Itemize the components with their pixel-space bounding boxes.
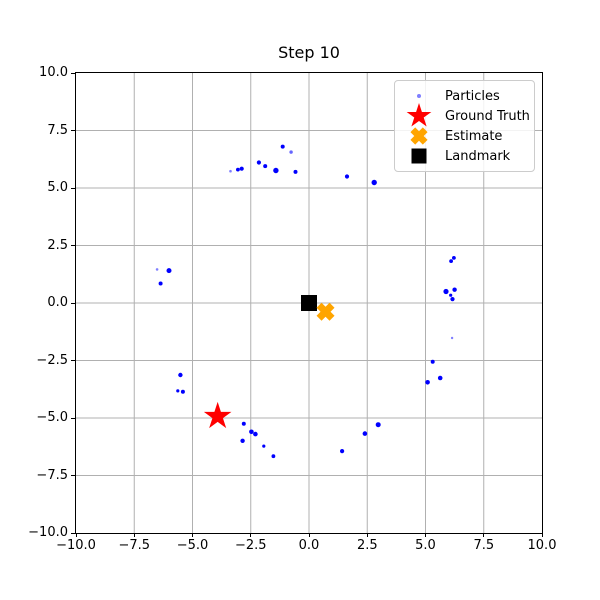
y-tick-mark [71,532,75,534]
y-tick-mark [71,417,75,419]
particle-dot [362,431,368,436]
y-tick-label: 0.0 [47,295,68,310]
particle-dot [273,167,279,174]
y-tick-label: −7.5 [36,467,68,483]
x-tick-label: 10.0 [527,538,557,553]
y-tick-mark [71,302,75,304]
particle-dot [249,429,254,435]
x-tick-label: −10.0 [56,538,96,553]
y-tick-label: 7.5 [47,122,68,138]
legend-item-particles: Particles [402,86,534,106]
x-tick-mark [308,533,310,537]
estimate-x-icon [402,126,436,146]
legend-item-estimate: Estimate [402,126,534,146]
particle-dot [452,256,456,260]
x-tick-mark [133,533,135,537]
y-tick-mark [71,245,75,246]
estimate-marker [316,302,335,321]
particle-dot [449,293,453,297]
particle-dot [437,375,443,381]
y-tick-label: 5.0 [47,180,68,195]
particle-dot [371,179,377,186]
legend-label-landmark: Landmark [445,148,511,164]
x-tick-mark [75,533,77,537]
x-tick-label: −5.0 [176,538,209,553]
y-tick-label: −5.0 [36,410,68,425]
particles-dot-icon [402,86,436,106]
particle-dot [293,169,298,174]
particle-dot [253,431,258,437]
particle-dot [166,268,172,274]
x-tick-mark [425,533,426,537]
particle-dot [241,421,246,426]
x-tick-label: −7.5 [118,538,151,553]
x-tick-mark [366,533,368,537]
particle-dot [176,389,180,393]
particle-dot [236,167,240,172]
particle-dot [452,287,457,292]
landmark-marker [301,295,317,311]
particle-dot [239,166,244,171]
particle-dot [443,288,449,295]
x-tick-label: 7.5 [473,538,495,553]
particle-dot [449,259,453,263]
particle-dot [271,454,276,459]
x-tick-mark [192,533,193,537]
x-tick-label: 2.5 [356,538,378,553]
y-tick-label: −10.0 [28,525,68,540]
y-tick-mark [71,187,75,189]
legend-item-ground-truth: Ground Truth [402,103,534,127]
x-tick-label: 5.0 [415,538,436,553]
x-tick-mark [250,533,252,537]
particle-dot [256,160,261,165]
x-tick-label: 0.0 [298,538,320,553]
ground-truth-marker [406,103,432,127]
particle-dot [430,359,435,364]
particle-dot [155,268,159,271]
y-tick-label: 2.5 [47,237,68,253]
landmark-square-icon [402,146,436,166]
x-tick-label: −2.5 [235,538,267,553]
particle-dot [375,422,381,428]
legend-label-particles: Particles [445,88,500,104]
estimate-marker [410,127,428,145]
x-tick-mark [541,533,543,537]
particle-dot [229,169,232,173]
particle-dot [262,444,266,448]
y-tick-mark [71,475,75,476]
particle-dot [289,150,293,154]
particle-dot [158,281,163,286]
y-tick-label: 10.0 [39,65,68,80]
particle-dot [425,380,430,385]
particle-dot [340,449,345,454]
x-tick-mark [483,533,485,537]
legend-label-ground-truth: Ground Truth [445,108,530,124]
legend: Particles Ground Truth Estimate Landmark [394,80,535,172]
particle-dot [180,389,185,394]
plot-area: Particles Ground Truth Estimate Landmark [75,72,543,534]
legend-item-landmark: Landmark [402,146,534,166]
particle-dot [240,438,245,443]
legend-label-estimate: Estimate [445,128,503,144]
particle-dot [344,174,350,179]
landmark-marker [411,148,427,164]
y-tick-mark [71,72,75,74]
ground-truth-star-icon [402,103,436,127]
particle-dot [450,336,454,340]
y-tick-mark [71,130,75,131]
particle-dot [263,164,268,169]
particle-dot [178,372,183,378]
ground-truth-marker [203,401,232,429]
y-tick-label: −2.5 [36,352,68,368]
particle-dot [450,297,455,302]
chart-title: Step 10 [278,43,340,62]
particle-dot [280,144,285,149]
y-tick-mark [71,360,75,361]
